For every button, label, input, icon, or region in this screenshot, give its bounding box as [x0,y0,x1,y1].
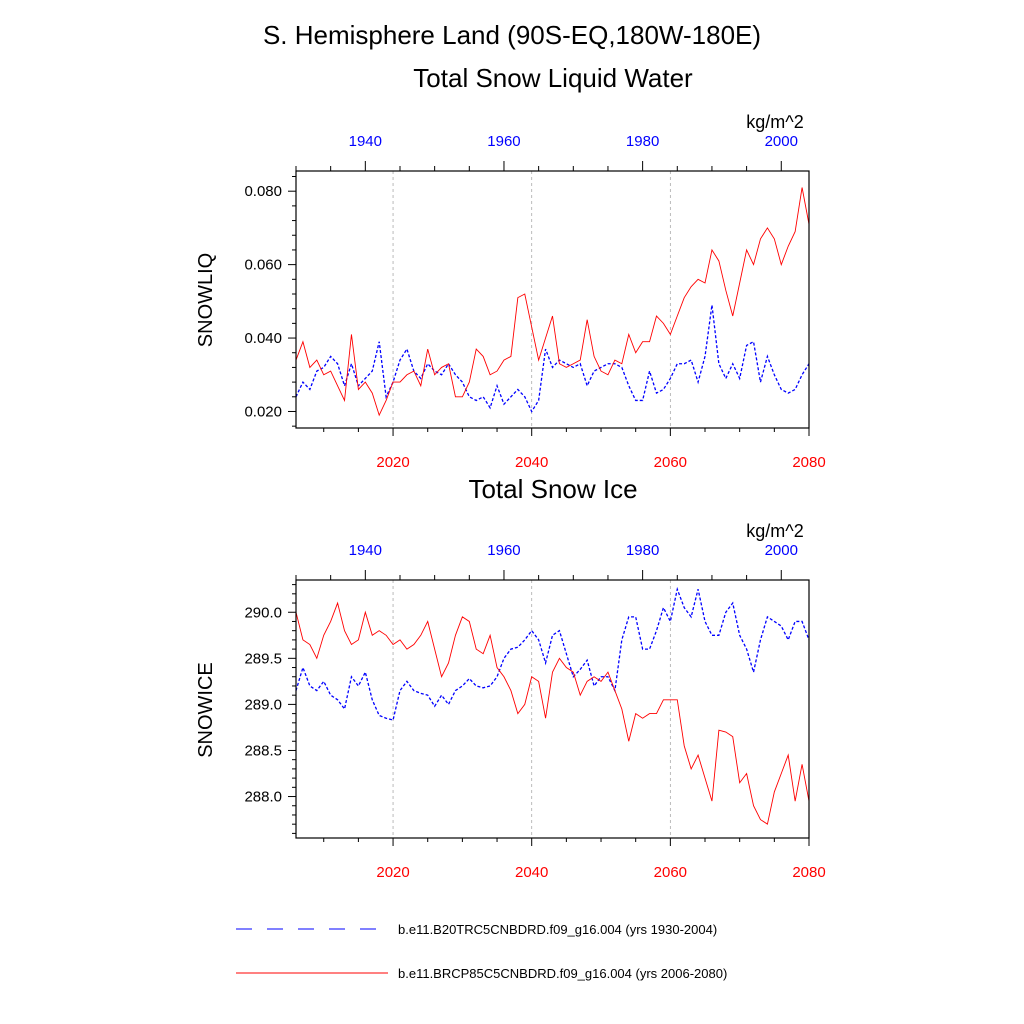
y-tick-label: 289.5 [244,650,282,667]
legend-label-ctrl: b.e11.B20TRC5CNBDRD.f09_g16.004 (yrs 193… [398,922,717,937]
y-tick-label: 0.080 [244,183,282,200]
y-tick-label: 288.0 [244,789,282,806]
x-top-tick-label: 1960 [487,542,520,559]
x-bottom-tick-label: 2080 [792,454,825,471]
plot-frame [295,170,810,429]
x-top-tick-label: 1980 [626,542,659,559]
x-top-tick-label: 1940 [349,133,382,150]
x-top-tick-label: 1940 [349,542,382,559]
x-bottom-tick-label: 2040 [515,864,548,881]
y-tick-label: 289.0 [244,696,282,713]
plot-frame [295,579,810,839]
x-top-tick-label: 2000 [765,133,798,150]
x-bottom-tick-label: 2040 [515,454,548,471]
figure-title: S. Hemisphere Land (90S-EQ,180W-180E) [263,20,761,50]
series-line-future [295,187,810,417]
x-top-tick-label: 1980 [626,133,659,150]
y-tick-label: 290.0 [244,604,282,621]
chart-title: Total Snow Ice [468,474,637,504]
x-top-tick-label: 2000 [765,542,798,559]
y-axis-label: SNOWICE [195,662,217,758]
units-label: kg/m^2 [746,112,803,132]
y-tick-label: 288.5 [244,742,282,759]
y-tick-label: 0.040 [244,330,282,347]
units-label: kg/m^2 [746,521,803,541]
y-tick-label: 0.020 [244,403,282,420]
x-top-tick-label: 1960 [487,133,520,150]
x-bottom-tick-label: 2060 [654,864,687,881]
legend-label-future: b.e11.BRCP85C5CNBDRD.f09_g16.004 (yrs 20… [398,966,727,981]
x-bottom-tick-label: 2020 [376,864,409,881]
series-line-ctrl [295,586,810,721]
x-bottom-tick-label: 2080 [792,864,825,881]
series-line-ctrl [295,304,810,413]
x-bottom-tick-label: 2060 [654,454,687,471]
x-bottom-tick-label: 2020 [376,454,409,471]
chart-panel-snowice: Total Snow Ice kg/m^2 SNOWICE 288.0 288.5… [195,474,826,881]
chart-title: Total Snow Liquid Water [413,63,693,93]
y-tick-label: 0.060 [244,257,282,274]
legend: b.e11.B20TRC5CNBDRD.f09_g16.004 (yrs 193… [236,922,727,981]
chart-panel-snowliq: Total Snow Liquid Water kg/m^2 SNOWLIQ 0… [195,63,826,471]
series-line-future [295,601,810,825]
y-axis-label: SNOWLIQ [195,253,217,347]
